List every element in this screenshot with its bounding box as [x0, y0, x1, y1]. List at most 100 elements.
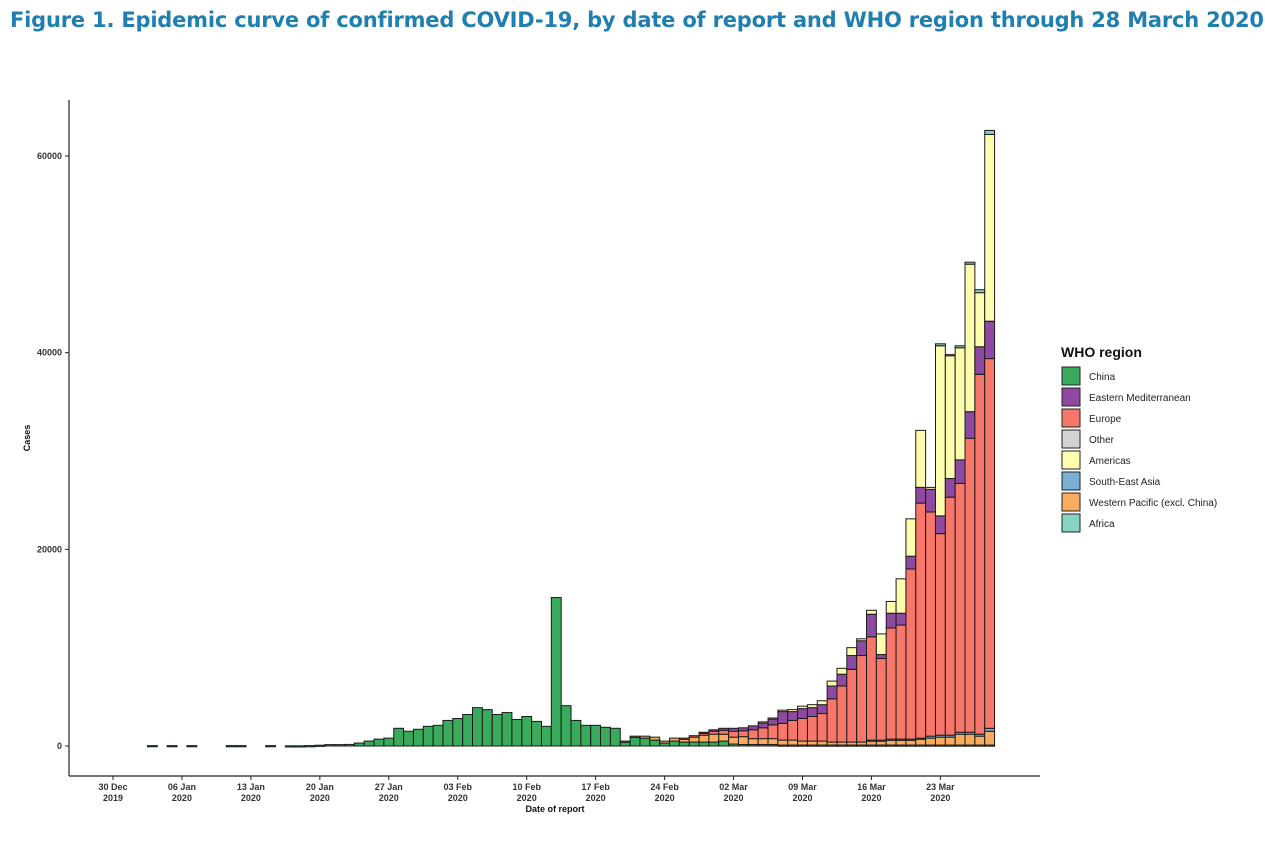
bar-segment	[905, 568, 917, 740]
bar-segment	[984, 320, 996, 360]
bar-segment	[806, 740, 818, 746]
bar-segment	[669, 737, 680, 742]
bar-segment	[580, 724, 592, 747]
bar-segment	[875, 654, 887, 659]
bar-segment	[816, 704, 828, 715]
legend-label: South-East Asia	[1089, 477, 1161, 488]
bar-segment	[797, 717, 808, 742]
bar-segment	[659, 740, 671, 744]
bar-segment	[797, 708, 808, 719]
bar-segment	[649, 736, 661, 741]
x-tick-label: 24 Feb	[650, 782, 679, 792]
bar-segment	[728, 736, 739, 745]
x-tick-label-year: 2020	[861, 793, 881, 803]
bar-segment	[412, 728, 424, 747]
bar-segment	[797, 740, 808, 746]
bar-segment	[915, 738, 927, 746]
bar-segment	[639, 737, 651, 747]
bar-segment	[678, 741, 690, 747]
bar-segment	[688, 736, 700, 743]
bar-segment	[934, 736, 946, 746]
bar-segment	[708, 729, 720, 732]
legend-label: Western Pacific (excl. China)	[1089, 498, 1217, 509]
x-tick-label-year: 2020	[586, 793, 606, 803]
bar-segment	[649, 739, 661, 747]
bar-segment	[708, 733, 720, 743]
x-tick-label-year: 2020	[517, 793, 537, 803]
bar-segment	[885, 739, 897, 746]
bar-segment	[737, 727, 749, 732]
bar-segment	[708, 741, 720, 747]
bar-segment	[925, 511, 936, 737]
legend-label: Americas	[1089, 456, 1131, 467]
bar-segment	[432, 724, 444, 747]
bar-segment	[718, 733, 730, 742]
x-tick-label: 16 Mar	[857, 782, 886, 792]
bar-segment	[767, 717, 779, 720]
bar-segment	[462, 714, 474, 747]
y-axis-title: Cases	[22, 425, 32, 452]
bar-segment	[974, 735, 986, 746]
bar-segment	[472, 707, 483, 747]
y-ticks: 0 20000 40000 60000	[37, 151, 69, 751]
bar-segment	[816, 700, 828, 706]
bar-segment	[944, 736, 956, 746]
bar-segment	[826, 685, 838, 700]
bar-segment	[629, 735, 641, 738]
bar-segment	[787, 709, 799, 713]
legend: WHO region China Eastern Mediterranean Eur…	[1061, 344, 1217, 533]
x-tick-label: 09 Mar	[788, 782, 817, 792]
bar-segment	[925, 486, 936, 490]
bar-segment	[846, 655, 858, 670]
bar-segment	[826, 680, 838, 687]
bar-segment	[353, 742, 365, 747]
bar-segment	[964, 733, 976, 746]
x-tick-label: 17 Feb	[581, 782, 610, 792]
bar-segment	[925, 737, 936, 746]
bar-segment	[166, 745, 178, 748]
bar-segment	[885, 600, 897, 614]
legend-label: Other	[1089, 435, 1115, 446]
bar-segment	[600, 726, 611, 747]
bar-segment	[984, 358, 996, 729]
bar-segment	[767, 718, 779, 726]
legend-label: Eastern Mediterranean	[1089, 393, 1191, 404]
bar-segment	[452, 717, 464, 747]
bar-segment	[806, 707, 818, 718]
bar-segment	[944, 478, 956, 498]
legend-swatch	[1061, 408, 1081, 428]
bars-layer	[146, 129, 996, 748]
bar-segment	[767, 738, 779, 746]
bar-segment	[747, 725, 759, 731]
bar-segment	[915, 429, 927, 488]
bar-segment	[954, 459, 966, 484]
bar-segment	[737, 730, 749, 738]
bar-segment	[826, 698, 838, 743]
bar-segment	[688, 741, 700, 747]
bar-segment	[314, 744, 326, 747]
legend-swatch	[1061, 450, 1081, 470]
bar-segment	[304, 745, 316, 748]
bar-segment	[856, 638, 868, 642]
bar-segment	[146, 745, 158, 748]
bar-segment	[964, 437, 976, 733]
bar-segment	[678, 737, 690, 740]
bar-segment	[905, 739, 917, 746]
bar-segment	[984, 129, 996, 135]
bar-segment	[747, 729, 759, 740]
bar-segment	[501, 712, 513, 747]
bar-segment	[383, 737, 395, 747]
bar-segment	[866, 613, 877, 638]
bar-segment	[944, 355, 956, 480]
bar-segment	[619, 740, 631, 743]
bar-segment	[944, 354, 956, 357]
bar-segment	[225, 745, 237, 748]
bar-segment	[787, 739, 799, 746]
bar-segment	[373, 738, 385, 747]
bar-segment	[915, 502, 927, 739]
bar-segment	[491, 714, 503, 747]
legend-swatch	[1061, 387, 1081, 407]
legend-label: Africa	[1089, 519, 1115, 530]
bar-segment	[777, 711, 789, 724]
